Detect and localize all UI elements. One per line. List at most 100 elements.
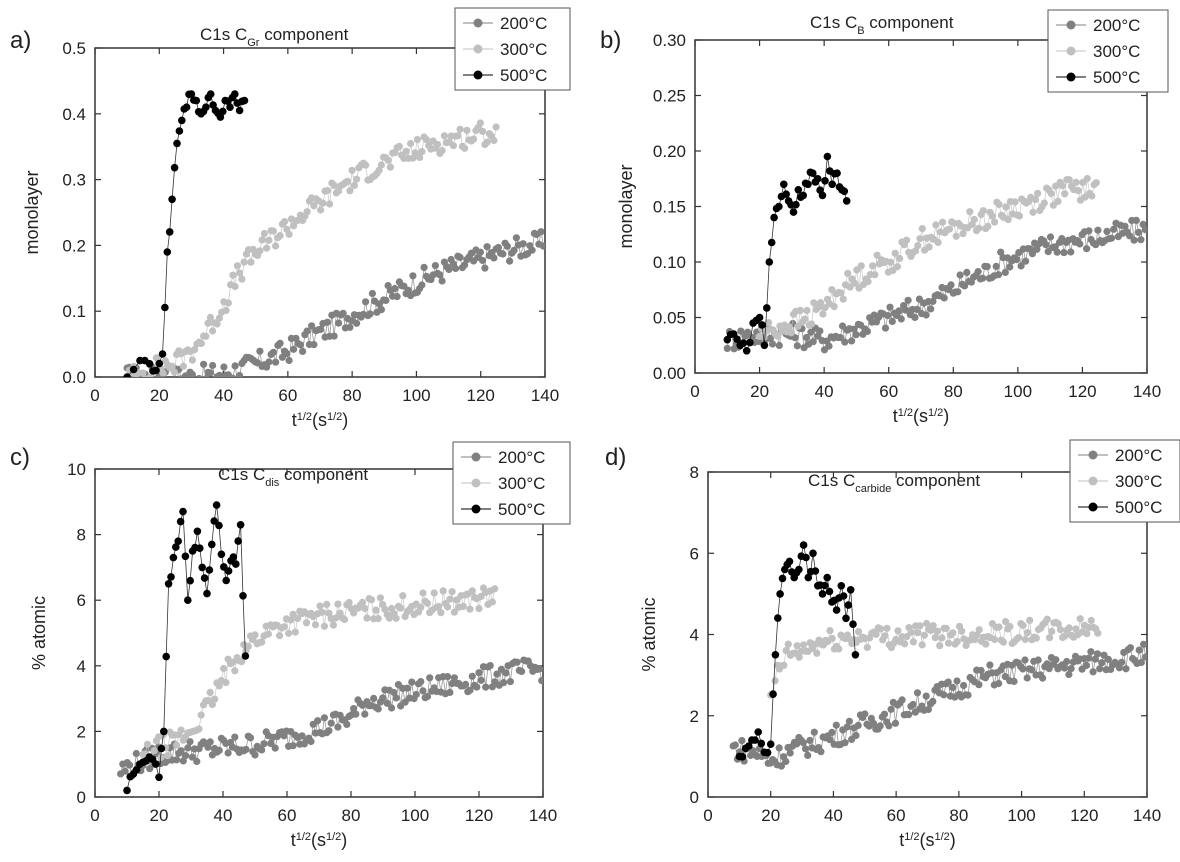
data-point xyxy=(183,103,191,111)
data-point xyxy=(881,632,888,639)
data-point xyxy=(1063,658,1070,665)
data-point xyxy=(122,768,129,775)
data-point xyxy=(1022,258,1029,265)
series-500c xyxy=(123,90,248,381)
data-point xyxy=(421,264,428,271)
data-point xyxy=(979,275,986,282)
data-point xyxy=(984,263,991,270)
series-200c xyxy=(730,641,1150,770)
data-point xyxy=(949,684,956,691)
data-point xyxy=(166,228,174,236)
data-point xyxy=(1041,200,1048,207)
data-point xyxy=(823,574,831,582)
data-point xyxy=(439,277,446,284)
data-point xyxy=(222,577,230,585)
data-point xyxy=(871,271,878,278)
data-point xyxy=(325,727,332,734)
data-point xyxy=(417,604,424,611)
legend-label: 500°C xyxy=(1115,498,1162,517)
data-point xyxy=(790,208,798,216)
data-point xyxy=(1136,647,1143,654)
legend-marker xyxy=(474,19,483,28)
data-point xyxy=(927,305,934,312)
data-point xyxy=(1034,190,1041,197)
legend-marker xyxy=(1067,21,1076,30)
data-point xyxy=(304,208,311,215)
data-point xyxy=(1088,192,1095,199)
panel-label: d) xyxy=(605,444,626,471)
data-point xyxy=(964,692,971,699)
data-point xyxy=(838,582,846,590)
data-point xyxy=(835,645,842,652)
data-point xyxy=(769,690,777,698)
y-tick-label: 0.30 xyxy=(653,31,686,50)
data-point xyxy=(265,358,272,365)
data-point xyxy=(899,696,906,703)
data-point xyxy=(155,774,163,782)
data-point xyxy=(848,337,855,344)
data-point xyxy=(203,590,211,598)
data-point xyxy=(168,196,176,204)
x-tick-label: 140 xyxy=(1133,806,1161,825)
data-point xyxy=(939,219,946,226)
data-point xyxy=(861,710,868,717)
data-point xyxy=(377,594,384,601)
data-point xyxy=(479,128,486,135)
legend-marker xyxy=(1067,73,1076,82)
data-point xyxy=(919,641,926,648)
panel-b: 0 20 40 60 80 100 120 1400.000.050.100.150.200.… xyxy=(600,10,1168,426)
data-point xyxy=(189,357,196,364)
y-tick-label: 0.00 xyxy=(653,364,686,383)
data-point xyxy=(174,537,182,545)
data-point xyxy=(234,537,242,545)
y-tick-label: 0 xyxy=(690,788,699,807)
data-point xyxy=(1094,227,1101,234)
data-point xyxy=(855,628,862,635)
data-point xyxy=(840,592,848,600)
x-axis-title-part: 1/2 xyxy=(297,411,312,423)
data-point xyxy=(432,262,439,269)
data-point xyxy=(256,348,263,355)
data-point xyxy=(817,748,824,755)
data-point xyxy=(538,677,545,684)
legend-label: 200°C xyxy=(500,14,547,33)
data-point xyxy=(173,741,180,748)
data-point xyxy=(207,738,214,745)
data-point xyxy=(466,606,473,613)
data-point xyxy=(396,143,403,150)
data-point xyxy=(130,366,138,374)
data-point xyxy=(772,651,780,659)
data-point xyxy=(892,720,899,727)
data-point xyxy=(780,662,787,669)
data-point xyxy=(409,272,416,279)
legend-label: 300°C xyxy=(500,40,547,59)
data-point xyxy=(885,722,892,729)
data-point xyxy=(437,609,444,616)
data-point xyxy=(489,598,496,605)
data-point xyxy=(881,711,888,718)
data-point xyxy=(160,728,168,736)
chart-title-part: C1s C xyxy=(200,25,247,44)
data-point xyxy=(171,368,178,375)
x-tick-label: 40 xyxy=(214,806,233,825)
data-point xyxy=(1006,623,1013,630)
data-point xyxy=(896,255,903,262)
x-tick-label: 20 xyxy=(761,806,780,825)
data-point xyxy=(303,619,310,626)
data-point xyxy=(314,717,321,724)
data-point xyxy=(514,659,521,666)
data-point xyxy=(758,321,766,329)
data-point xyxy=(469,673,476,680)
data-point xyxy=(220,363,227,370)
x-axis-title-part: (s xyxy=(311,830,326,850)
series-line xyxy=(127,94,244,377)
y-tick-label: 0.3 xyxy=(62,171,86,190)
data-point xyxy=(1096,665,1103,672)
data-point xyxy=(794,342,801,349)
data-point xyxy=(1108,235,1115,242)
data-point xyxy=(802,554,810,562)
data-point xyxy=(196,544,204,552)
data-point xyxy=(393,615,400,622)
y-tick-label: 0 xyxy=(77,788,86,807)
